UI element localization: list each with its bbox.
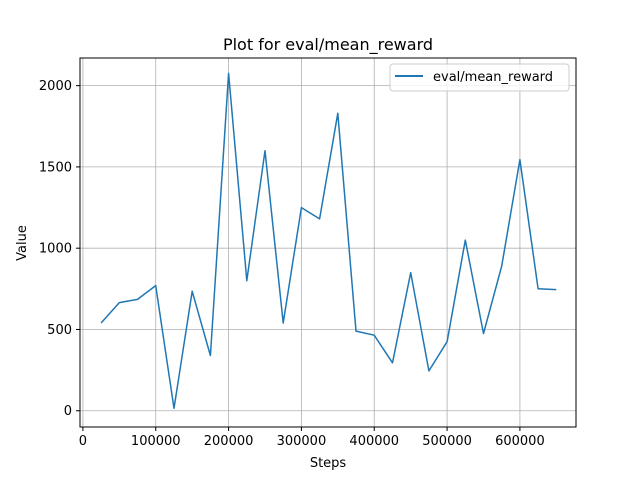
x-axis: 0 100000 200000 300000 400000 500000 600000	[79, 427, 545, 449]
y-tick-label: 1500	[39, 160, 72, 175]
y-tick-label: 1000	[39, 242, 72, 257]
x-tick-label: 200000	[204, 434, 254, 449]
plot-area	[80, 58, 576, 427]
y-axis-label: Value	[15, 225, 30, 261]
legend-box	[389, 63, 570, 92]
x-tick-label: 300000	[277, 434, 327, 449]
y-tick-label: 2000	[39, 79, 72, 94]
legend-label: eval/mean_reward	[433, 70, 553, 85]
plot-frame	[79, 57, 577, 428]
chart-title: Plot for eval/mean_reward	[223, 35, 433, 55]
y-tick-label: 500	[47, 323, 72, 338]
x-tick-label: 600000	[495, 434, 545, 449]
y-axis: 0 500 1000 1500 2000	[39, 79, 80, 419]
x-tick-label: 100000	[131, 434, 181, 449]
legend: eval/mean_reward	[389, 63, 570, 92]
y-tick-label: 0	[64, 404, 72, 419]
x-tick-label: 0	[79, 434, 87, 449]
x-tick-label: 400000	[349, 434, 399, 449]
series-layer	[100, 72, 557, 410]
x-tick-label: 500000	[422, 434, 472, 449]
x-axis-label: Steps	[310, 456, 347, 471]
series-line	[100, 72, 557, 410]
